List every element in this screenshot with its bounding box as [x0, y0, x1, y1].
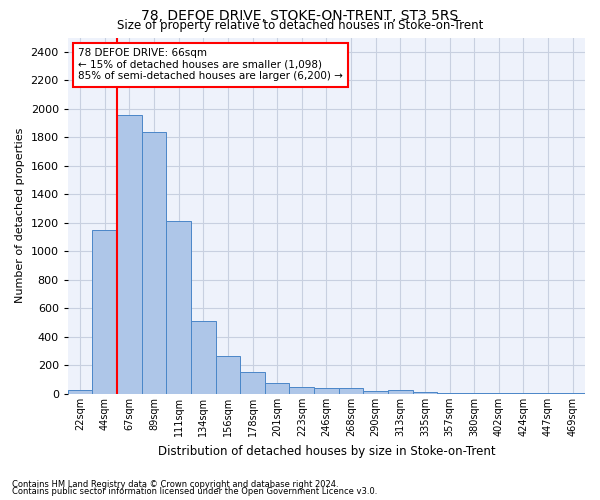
Bar: [413, 392, 437, 394]
Bar: [265, 382, 289, 394]
Bar: [560, 392, 585, 394]
Bar: [68, 390, 92, 394]
Bar: [215, 356, 240, 394]
Text: Contains public sector information licensed under the Open Government Licence v3: Contains public sector information licen…: [12, 488, 377, 496]
Bar: [240, 372, 265, 394]
Text: Size of property relative to detached houses in Stoke-on-Trent: Size of property relative to detached ho…: [117, 19, 483, 32]
Bar: [289, 387, 314, 394]
Bar: [117, 114, 142, 394]
Bar: [437, 392, 462, 394]
Text: 78 DEFOE DRIVE: 66sqm
← 15% of detached houses are smaller (1,098)
85% of semi-d: 78 DEFOE DRIVE: 66sqm ← 15% of detached …: [78, 48, 343, 82]
Bar: [364, 391, 388, 394]
Text: Contains HM Land Registry data © Crown copyright and database right 2024.: Contains HM Land Registry data © Crown c…: [12, 480, 338, 489]
Bar: [92, 230, 117, 394]
Text: 78, DEFOE DRIVE, STOKE-ON-TRENT, ST3 5RS: 78, DEFOE DRIVE, STOKE-ON-TRENT, ST3 5RS: [142, 9, 458, 23]
Bar: [339, 388, 364, 394]
Bar: [142, 132, 166, 394]
X-axis label: Distribution of detached houses by size in Stoke-on-Trent: Distribution of detached houses by size …: [158, 444, 495, 458]
Bar: [191, 320, 215, 394]
Bar: [388, 390, 413, 394]
Bar: [314, 388, 339, 394]
Bar: [166, 220, 191, 394]
Y-axis label: Number of detached properties: Number of detached properties: [15, 128, 25, 304]
